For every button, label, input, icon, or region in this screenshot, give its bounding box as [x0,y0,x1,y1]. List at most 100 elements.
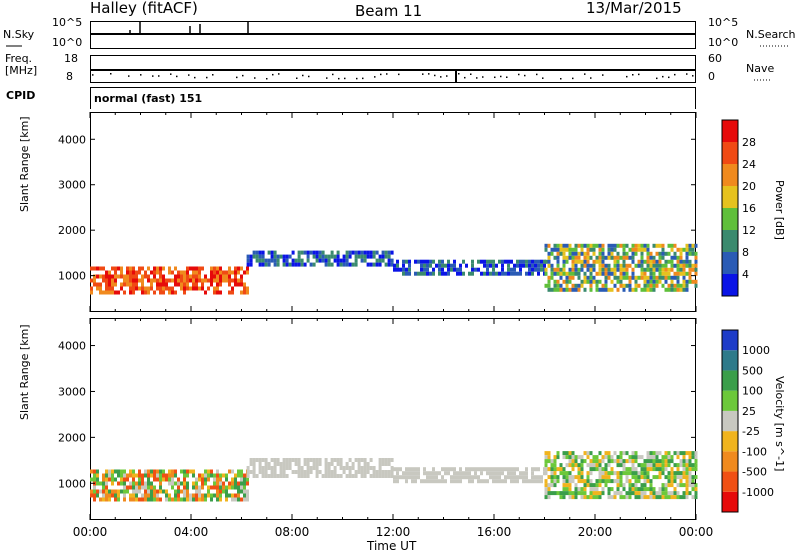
echo-cell [610,271,614,276]
echo-cell [595,279,599,284]
nave-dot [380,73,382,76]
echo-cell [213,274,216,279]
echo-cell [129,270,132,275]
echo-cell [306,470,310,474]
echo-cell [273,470,277,474]
echo-cell [694,483,698,488]
echo-cell [219,473,222,478]
echo-cell [96,282,99,287]
echo-cell [282,466,286,470]
echo-cell [556,467,560,472]
echo-cell [96,477,99,482]
echo-cell [613,247,617,252]
echo-cell [429,471,432,476]
echo-cell [225,473,228,478]
echo-cell [625,263,629,268]
echo-cell [114,477,117,482]
echo-cell [544,243,548,248]
echo-cell [667,259,671,264]
echo-cell [685,451,689,456]
echo-cell [568,495,572,500]
echo-cell [399,467,402,472]
echo-cell [117,266,120,271]
echo-cell [189,497,192,502]
echo-cell [586,275,590,280]
x-tick-label: 04:00 [174,525,209,539]
echo-cell [366,470,370,474]
echo-cell [580,475,584,480]
echo-cell [321,254,325,259]
echo-cell [183,274,186,279]
echo-cell [601,283,605,288]
echo-cell [519,267,522,272]
echo-cell [429,271,432,276]
echo-cell [117,274,120,279]
echo-cell [96,481,99,486]
echo-cell [504,467,507,472]
colorbar-swatch [722,230,738,252]
echo-cell [637,283,641,288]
echo-cell [667,251,671,256]
echo-cell [625,251,629,256]
echo-cell [610,455,614,460]
echo-cell [264,458,268,462]
echo-cell [586,247,590,252]
echo-cell [210,497,213,502]
echo-cell [324,262,328,267]
echo-cell [652,491,656,496]
echo-cell [177,489,180,494]
echo-cell [607,255,611,260]
echo-cell [132,481,135,486]
echo-cell [402,271,405,276]
echo-cell [574,487,578,492]
echo-cell [649,451,653,456]
echo-cell [303,470,307,474]
echo-cell [586,279,590,284]
echo-cell [294,258,298,263]
echo-cell [372,474,376,478]
colorbar-swatch [722,274,738,296]
echo-cell [664,263,668,268]
echo-cell [360,466,364,470]
echo-cell [634,455,638,460]
echo-cell [688,267,692,272]
echo-cell [204,290,207,295]
echo-cell [96,493,99,498]
echo-cell [691,251,695,256]
echo-cell [622,247,626,252]
echo-cell [207,489,210,494]
echo-cell [489,467,492,472]
echo-cell [192,497,195,502]
echo-cell [228,278,231,283]
echo-cell [471,263,474,268]
echo-cell [105,274,108,279]
echo-cell [405,467,408,472]
echo-cell [375,470,379,474]
echo-cell [390,258,394,263]
echo-cell [183,497,186,502]
echo-cell [141,278,144,283]
echo-cell [607,243,611,248]
echo-cell [387,258,391,263]
echo-cell [159,489,162,494]
echo-cell [513,479,516,484]
echo-cell [288,462,292,466]
echo-cell [592,267,596,272]
nave-dot [494,76,496,79]
echo-cell [102,266,105,271]
echo-cell [598,467,602,472]
echo-cell [309,250,313,255]
echo-cell [363,470,367,474]
echo-cell [282,258,286,263]
echo-cell [264,258,268,263]
echo-cell [625,267,629,272]
echo-cell [327,258,331,263]
echo-cell [279,254,283,259]
echo-cell [462,259,465,264]
echo-cell [577,275,581,280]
echo-cell [553,247,557,252]
echo-cell [195,282,198,287]
echo-cell [357,462,361,466]
echo-cell [216,290,219,295]
echo-cell [646,283,650,288]
